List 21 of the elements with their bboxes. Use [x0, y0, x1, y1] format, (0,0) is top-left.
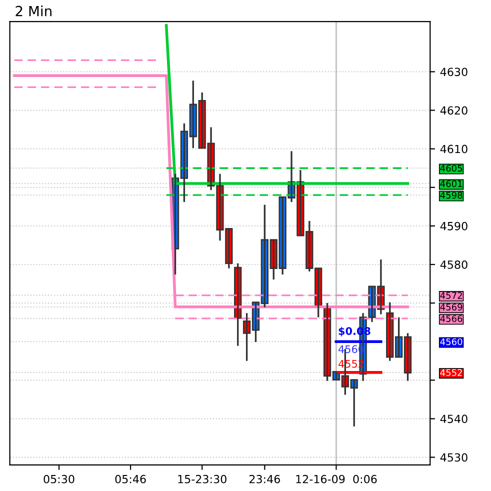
y-tick-label: 4598	[440, 192, 462, 199]
y-tick-label: 4560	[440, 338, 462, 346]
x-tick-label: 15-23:30	[178, 474, 226, 484]
y-tick-label: 4605	[440, 164, 462, 172]
x-tick-label: 05:46	[115, 474, 146, 484]
y-tick-label: 4572	[440, 292, 462, 299]
y-tick-label: 4580	[440, 260, 468, 269]
x-tick-label: 12-16-09 0:06	[296, 474, 377, 484]
y-tick-label: 4566	[440, 315, 462, 322]
y-tick-label: 4590	[440, 222, 468, 230]
y-tick-label: 4552	[440, 369, 462, 376]
x-tick-label: 05:30	[44, 474, 74, 484]
y-tick-label: 4569	[440, 304, 462, 310]
chart-title: 2 Min	[16, 6, 52, 16]
y-tick-label: 4540	[440, 414, 468, 424]
y-tick-label: 4601	[440, 180, 462, 188]
y-tick-label: 4620	[440, 106, 468, 115]
y-tick-label: 4530	[440, 453, 468, 462]
y-tick-label: 4630	[440, 68, 468, 76]
x-tick-label: 23:46	[249, 474, 280, 484]
y-tick-label: 4610	[440, 144, 468, 154]
